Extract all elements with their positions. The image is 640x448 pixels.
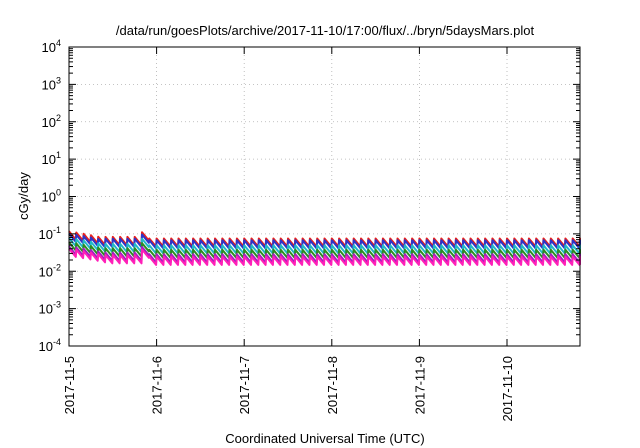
y-axis: 10-4 10-3 10-2 10-1 100 101 102 103 104 bbox=[39, 38, 580, 354]
y-tick-label: 100 bbox=[42, 188, 61, 205]
x-tick-label: 2017-11-5 bbox=[62, 356, 77, 414]
y-tick-label: 101 bbox=[42, 150, 61, 167]
x-tick-label: 2017-11-8 bbox=[325, 356, 340, 414]
y-tick-label: 104 bbox=[42, 38, 61, 55]
series-group bbox=[68, 230, 581, 266]
chart-title: /data/run/goesPlots/archive/2017-11-10/1… bbox=[116, 23, 535, 38]
x-tick-label: 2017-11-7 bbox=[237, 356, 252, 414]
y-tick-label: 10-4 bbox=[39, 337, 61, 354]
y-axis-label: cGy/day bbox=[16, 172, 31, 220]
x-axis-label: Coordinated Universal Time (UTC) bbox=[225, 431, 424, 446]
x-axis: 2017-11-5 2017-11-6 2017-11-7 2017-11-8 2017… bbox=[62, 47, 515, 422]
y-tick-label: 10-2 bbox=[39, 262, 61, 279]
y-tick-label: 102 bbox=[42, 113, 61, 130]
series-line-6 bbox=[68, 247, 581, 266]
y-tick-label: 103 bbox=[42, 75, 61, 92]
y-tick-label: 10-1 bbox=[39, 225, 61, 242]
x-tick-label: 2017-11-10 bbox=[500, 356, 515, 422]
x-tick-label: 2017-11-9 bbox=[412, 356, 427, 414]
y-tick-label: 10-3 bbox=[39, 300, 61, 317]
x-tick-label: 2017-11-6 bbox=[150, 356, 165, 414]
grid bbox=[69, 47, 580, 346]
